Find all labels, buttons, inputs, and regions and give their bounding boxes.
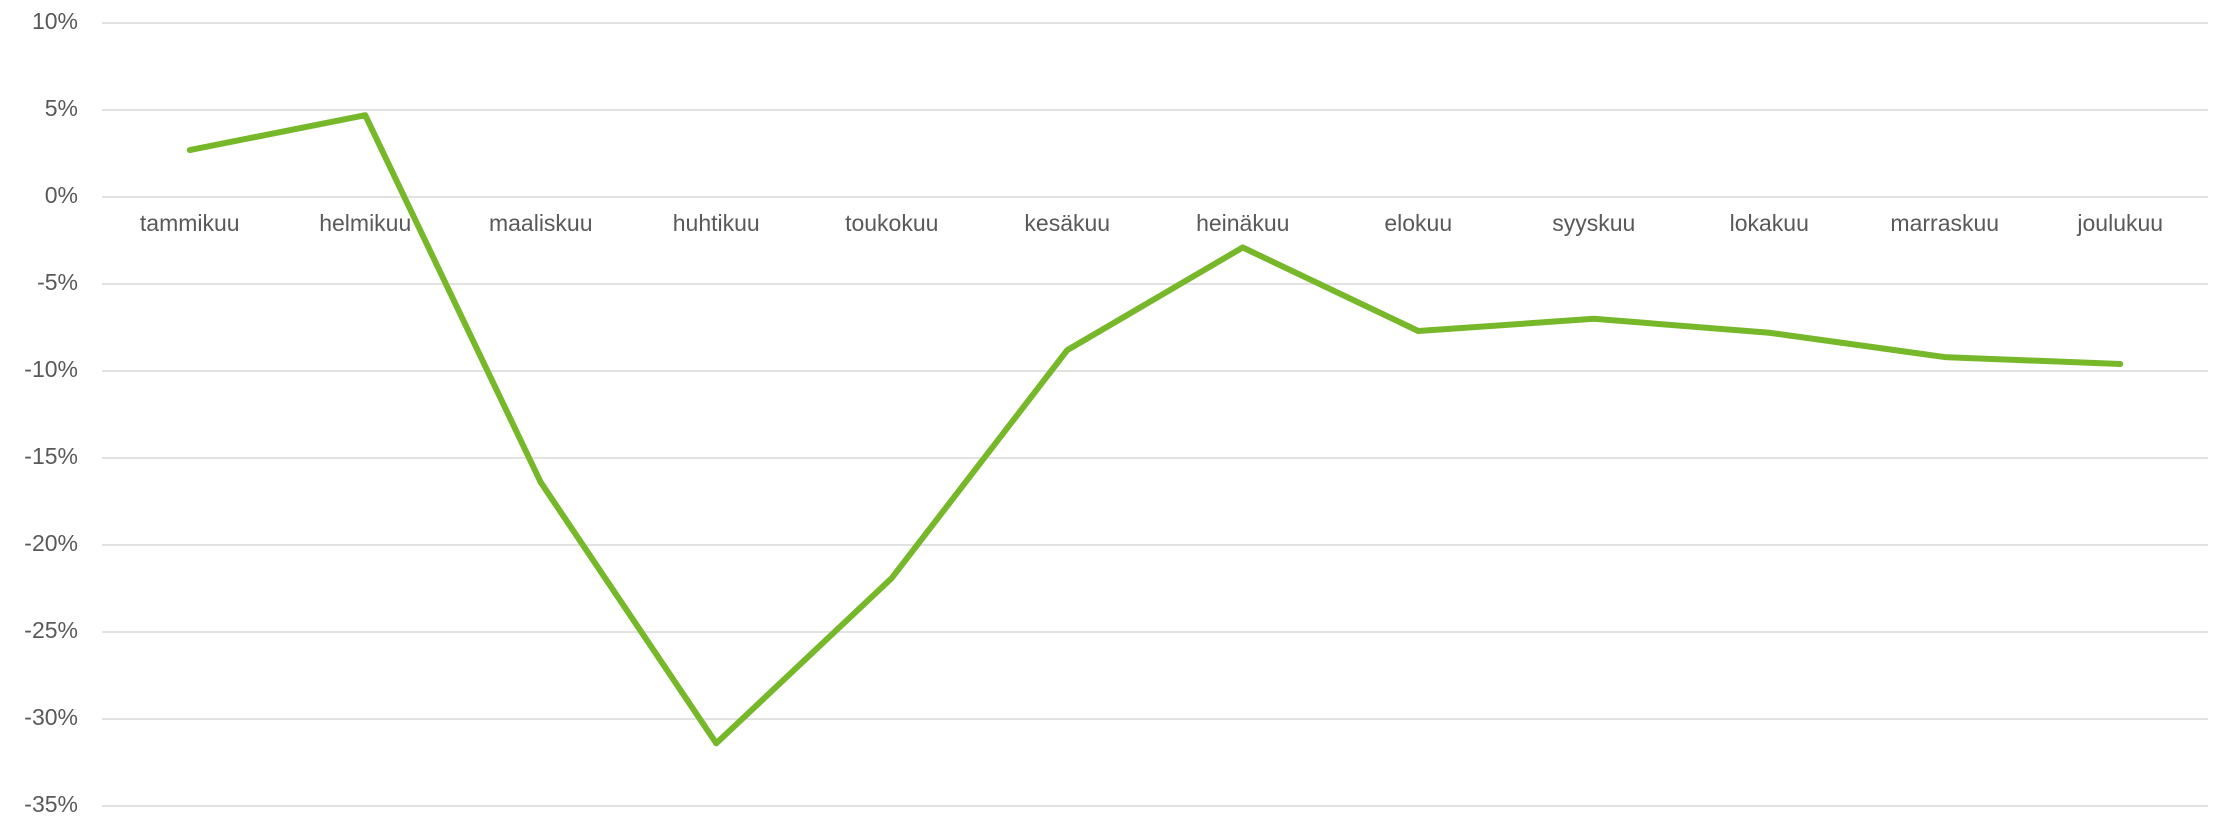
y-tick-label: -30% — [24, 704, 78, 730]
x-tick-label: heinäkuu — [1196, 210, 1289, 236]
x-tick-label: maaliskuu — [489, 210, 593, 236]
y-tick-label: 0% — [45, 182, 78, 208]
y-tick-label: 5% — [45, 95, 78, 121]
y-tick-label: -10% — [24, 356, 78, 382]
x-tick-label: helmikuu — [319, 210, 411, 236]
x-tick-label: elokuu — [1384, 210, 1452, 236]
y-tick-label: -20% — [24, 530, 78, 556]
y-tick-label: -35% — [24, 791, 78, 816]
x-tick-label: lokakuu — [1730, 210, 1809, 236]
y-tick-label: -5% — [37, 269, 78, 295]
y-tick-label: -15% — [24, 443, 78, 469]
x-tick-label: tammikuu — [140, 210, 240, 236]
x-tick-label: joulukuu — [2076, 210, 2163, 236]
y-tick-label: 10% — [32, 8, 78, 34]
data-line — [186, 112, 2124, 747]
x-tick-label: syyskuu — [1552, 210, 1635, 236]
x-tick-label: marraskuu — [1890, 210, 1999, 236]
x-tick-label: huhtikuu — [673, 210, 760, 236]
x-tick-label: toukokuu — [845, 210, 938, 236]
y-tick-label: -25% — [24, 617, 78, 643]
x-tick-label: kesäkuu — [1024, 210, 1110, 236]
